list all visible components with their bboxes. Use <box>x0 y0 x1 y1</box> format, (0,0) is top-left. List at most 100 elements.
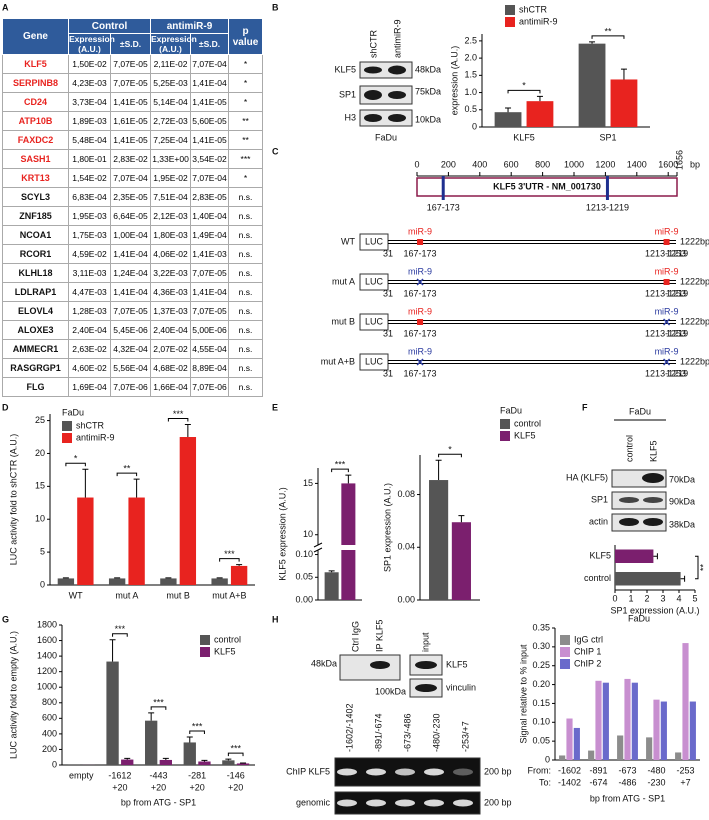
table-row: ZNF185 1,95E-03 6,64E-05 2,12E-03 1,40E-04 n.… <box>2 206 264 226</box>
table-cell: n.s. <box>228 187 264 207</box>
error-bar <box>162 757 169 760</box>
table-cell: * <box>228 73 264 93</box>
y-tick-label: 15 <box>35 481 45 491</box>
gene-cell: KLF5 <box>2 54 69 74</box>
gene-table: Gene Control antimiR-9 p value Expression (A… <box>2 18 264 397</box>
x-tick-label: 1 <box>628 593 633 603</box>
significance-label: *** <box>224 549 235 559</box>
x-tick-label: -146 <box>227 770 245 780</box>
y-tick-label: 1000 <box>37 682 57 692</box>
y-tick-label: 2.5 <box>464 35 477 45</box>
range-label: 1253 <box>666 328 686 338</box>
table-cell: 2,72E-03 <box>150 111 192 131</box>
error-bar <box>216 577 223 579</box>
error-bar <box>458 515 465 523</box>
bar <box>617 735 624 760</box>
legend-swatch <box>500 419 510 429</box>
gene-cell: ZNF185 <box>2 206 69 226</box>
bar <box>653 699 660 760</box>
site-mark <box>441 176 445 200</box>
blot-row-label: HA (KLF5) <box>566 472 608 482</box>
error-bar <box>620 68 627 80</box>
scale-label: 400 <box>472 159 487 169</box>
error-bar <box>201 759 208 762</box>
y-tick-label: control <box>584 573 611 583</box>
significance-label: *** <box>192 721 203 731</box>
gel-band <box>366 768 386 776</box>
scale-label: 800 <box>535 159 550 169</box>
marker-label: 48kDa <box>415 64 441 74</box>
error-bar <box>186 736 193 743</box>
mirna-label: miR-9 <box>408 346 432 356</box>
x-tick-label: +20 <box>228 782 243 792</box>
header-cell: Expression (A.U.) <box>150 33 197 55</box>
bar <box>682 643 689 760</box>
legend-title: FaDu <box>500 405 522 415</box>
gel-lane-label: -1602/-1402 <box>344 703 354 752</box>
legend-label: control <box>514 418 541 428</box>
blot-strip <box>339 654 401 681</box>
table-cell: 1,41E-05 <box>109 92 152 112</box>
scale-label: 200 <box>441 159 456 169</box>
bar <box>324 572 339 600</box>
x-tick-label: +7 <box>680 777 690 787</box>
y-tick-label: 400 <box>42 728 57 738</box>
table-cell: 7,25E-04 <box>150 130 192 150</box>
table-cell: 5,45E-06 <box>109 320 152 340</box>
error-bar <box>114 577 121 579</box>
bar <box>222 760 235 765</box>
construct-name: mut A+B <box>321 356 355 366</box>
y-tick-label: 1600 <box>37 635 57 645</box>
luc-box <box>359 233 389 251</box>
blot-band <box>619 518 639 526</box>
scale-label: 1000 <box>564 159 584 169</box>
table-cell: 1,89E-03 <box>68 111 111 131</box>
range-label: 31 <box>383 248 393 258</box>
blot-band <box>415 684 437 692</box>
x-tick-label: -1402 <box>558 777 581 787</box>
gel-marker: 200 bp <box>484 797 512 807</box>
table-cell: n.s. <box>228 358 264 378</box>
x-tick-label: 3 <box>660 593 665 603</box>
header-row: Expression (A.U.) ±S.D. Expression (A.U.) ±… <box>3 33 263 55</box>
significance-bracket <box>189 730 205 734</box>
x-tick-label: -891 <box>589 765 607 775</box>
table-cell: 1,41E-04 <box>190 282 230 302</box>
table-cell: 2,83E-05 <box>190 187 230 207</box>
table-cell: 6,64E-05 <box>109 206 152 226</box>
y-tick-label: 0.10 <box>295 549 313 559</box>
x-tick-label: mut B <box>166 590 190 600</box>
blot-row-label: KLF5 <box>334 64 356 74</box>
range-label: 1253 <box>666 368 686 378</box>
legend-swatch <box>62 433 72 443</box>
table-cell: 3,54E-02 <box>190 149 230 169</box>
legend-swatch <box>505 5 515 15</box>
y-tick-label: 600 <box>42 713 57 723</box>
marker-label: 100kDa <box>375 686 406 696</box>
error-bar <box>589 41 596 44</box>
table-cell: * <box>228 92 264 112</box>
site-box <box>417 239 424 245</box>
y-tick-label: 0.05 <box>295 572 313 582</box>
bar <box>145 720 158 765</box>
luc-label: LUC <box>365 356 384 366</box>
significance-label: *** <box>335 460 346 470</box>
table-cell: 1,95E-02 <box>150 168 192 188</box>
table-row: KLHL18 3,11E-03 1,24E-04 3,22E-03 7,07E-05 n.… <box>2 263 264 283</box>
table-cell: 7,07E-06 <box>109 377 152 397</box>
x-tick-label: 0 <box>612 593 617 603</box>
bar <box>160 578 177 585</box>
scale-label: 1656 <box>674 150 684 170</box>
bar <box>588 750 595 760</box>
table-cell: 1,80E-01 <box>68 149 111 169</box>
x-tick-label: KLF5 <box>513 132 535 142</box>
gene-cell: CD24 <box>2 92 69 112</box>
y-tick-label: 2.0 <box>464 52 477 62</box>
luc-box <box>359 353 389 371</box>
gel-lane-label: -480/-230 <box>431 713 441 752</box>
bar <box>631 682 638 760</box>
table-cell: 2,83E-02 <box>109 149 152 169</box>
table-cell: n.s. <box>228 282 264 302</box>
site-box <box>663 239 670 245</box>
panel-letter: A <box>2 2 9 12</box>
